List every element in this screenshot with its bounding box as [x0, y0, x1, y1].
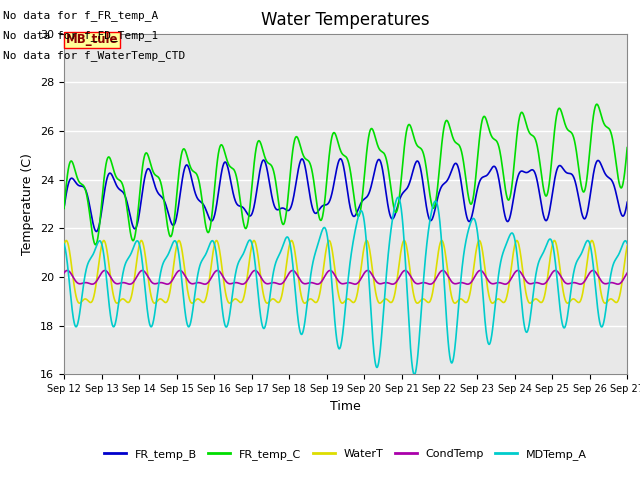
- WaterT: [476, 238, 483, 243]
- FR_temp_B: [607, 177, 615, 183]
- FR_temp_C: [623, 145, 631, 151]
- CondTemp: [607, 280, 615, 286]
- WaterT: [623, 243, 631, 249]
- Legend: FR_temp_B, FR_temp_C, WaterT, CondTemp, MDTemp_A: FR_temp_B, FR_temp_C, WaterT, CondTemp, …: [99, 444, 592, 464]
- FR_temp_C: [607, 131, 615, 136]
- FR_temp_B: [93, 228, 100, 234]
- MDTemp_A: [89, 252, 97, 258]
- Line: FR_temp_B: FR_temp_B: [64, 159, 627, 231]
- WaterT: [89, 296, 97, 302]
- WaterT: [504, 288, 512, 294]
- MDTemp_A: [607, 270, 615, 276]
- MDTemp_A: [623, 240, 631, 246]
- FR_temp_B: [504, 218, 512, 224]
- FR_temp_C: [593, 101, 600, 107]
- CondTemp: [623, 270, 631, 276]
- FR_temp_B: [337, 156, 344, 162]
- WaterT: [334, 289, 342, 295]
- FR_temp_B: [319, 203, 327, 208]
- Line: MDTemp_A: MDTemp_A: [64, 197, 627, 375]
- Line: CondTemp: CondTemp: [64, 270, 627, 284]
- Line: WaterT: WaterT: [64, 240, 627, 303]
- WaterT: [607, 296, 615, 302]
- FR_temp_B: [623, 199, 631, 205]
- MDTemp_A: [319, 226, 327, 232]
- MDTemp_A: [607, 268, 615, 274]
- FR_temp_C: [92, 242, 99, 248]
- FR_temp_C: [319, 210, 327, 216]
- FR_temp_C: [607, 132, 615, 137]
- CondTemp: [60, 270, 68, 276]
- WaterT: [319, 267, 327, 273]
- X-axis label: Time: Time: [330, 400, 361, 413]
- CondTemp: [607, 280, 615, 286]
- CondTemp: [334, 278, 342, 284]
- FR_temp_C: [89, 233, 97, 239]
- CondTemp: [504, 280, 512, 286]
- CondTemp: [239, 281, 246, 287]
- WaterT: [60, 243, 68, 249]
- MDTemp_A: [411, 372, 419, 378]
- MDTemp_A: [394, 194, 402, 200]
- CondTemp: [401, 267, 409, 273]
- Text: No data for f_FD_Temp_1: No data for f_FD_Temp_1: [3, 30, 159, 41]
- Y-axis label: Temperature (C): Temperature (C): [22, 153, 35, 255]
- FR_temp_B: [89, 219, 97, 225]
- CondTemp: [89, 281, 97, 287]
- WaterT: [607, 296, 615, 302]
- MDTemp_A: [334, 343, 342, 348]
- Text: No data for f_WaterTemp_CTD: No data for f_WaterTemp_CTD: [3, 50, 186, 61]
- Text: MB_tule: MB_tule: [66, 33, 118, 47]
- FR_temp_B: [334, 160, 342, 166]
- FR_temp_B: [60, 205, 68, 211]
- MDTemp_A: [60, 240, 68, 246]
- FR_temp_B: [607, 177, 615, 182]
- FR_temp_C: [334, 140, 342, 146]
- FR_temp_C: [504, 196, 511, 202]
- Line: FR_temp_C: FR_temp_C: [64, 104, 627, 245]
- FR_temp_C: [60, 205, 68, 211]
- CondTemp: [319, 276, 327, 282]
- Title: Water Temperatures: Water Temperatures: [261, 11, 430, 29]
- WaterT: [76, 300, 83, 306]
- MDTemp_A: [504, 237, 512, 242]
- Text: No data for f_FR_temp_A: No data for f_FR_temp_A: [3, 10, 159, 21]
